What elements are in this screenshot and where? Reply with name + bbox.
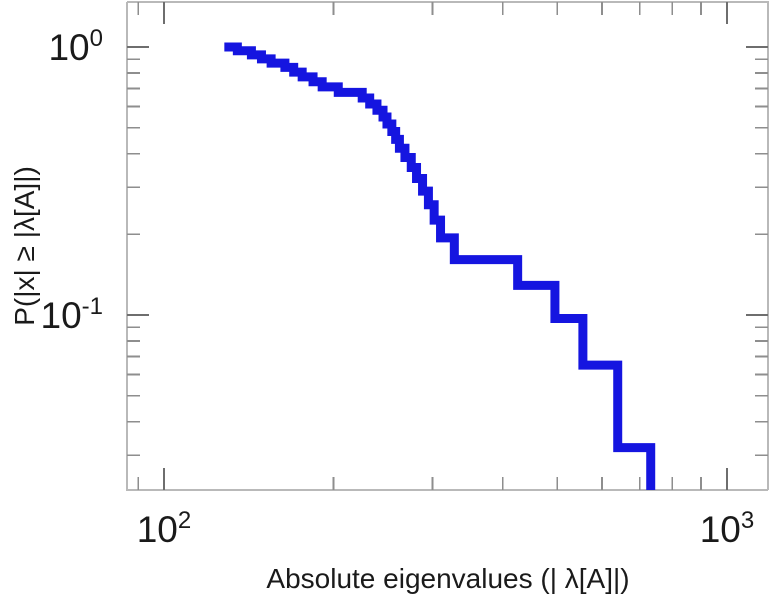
ccdf-step-line	[224, 42, 656, 490]
y-ticklabel-1e-1: 10-1	[41, 293, 104, 336]
axis-ticks	[127, 2, 768, 490]
x-ticklabel-1e2: 102	[137, 507, 192, 550]
y-ticklabel-1e0: 100	[48, 25, 103, 68]
x-axis-label: Absolute eigenvalues (| λ[A]|)	[266, 563, 629, 594]
axis-left-bottom	[125, 2, 768, 492]
axis-top-right	[127, 0, 770, 490]
data-series-group	[224, 42, 656, 490]
y-axis-label: P(|x| ≥ |λ[A]|)	[9, 166, 40, 326]
y-tick-labels: 100 10-1	[41, 25, 104, 336]
axes-frame	[125, 0, 770, 492]
x-ticklabel-1e3: 103	[700, 507, 755, 550]
x-tick-labels: 102 103	[137, 507, 755, 550]
